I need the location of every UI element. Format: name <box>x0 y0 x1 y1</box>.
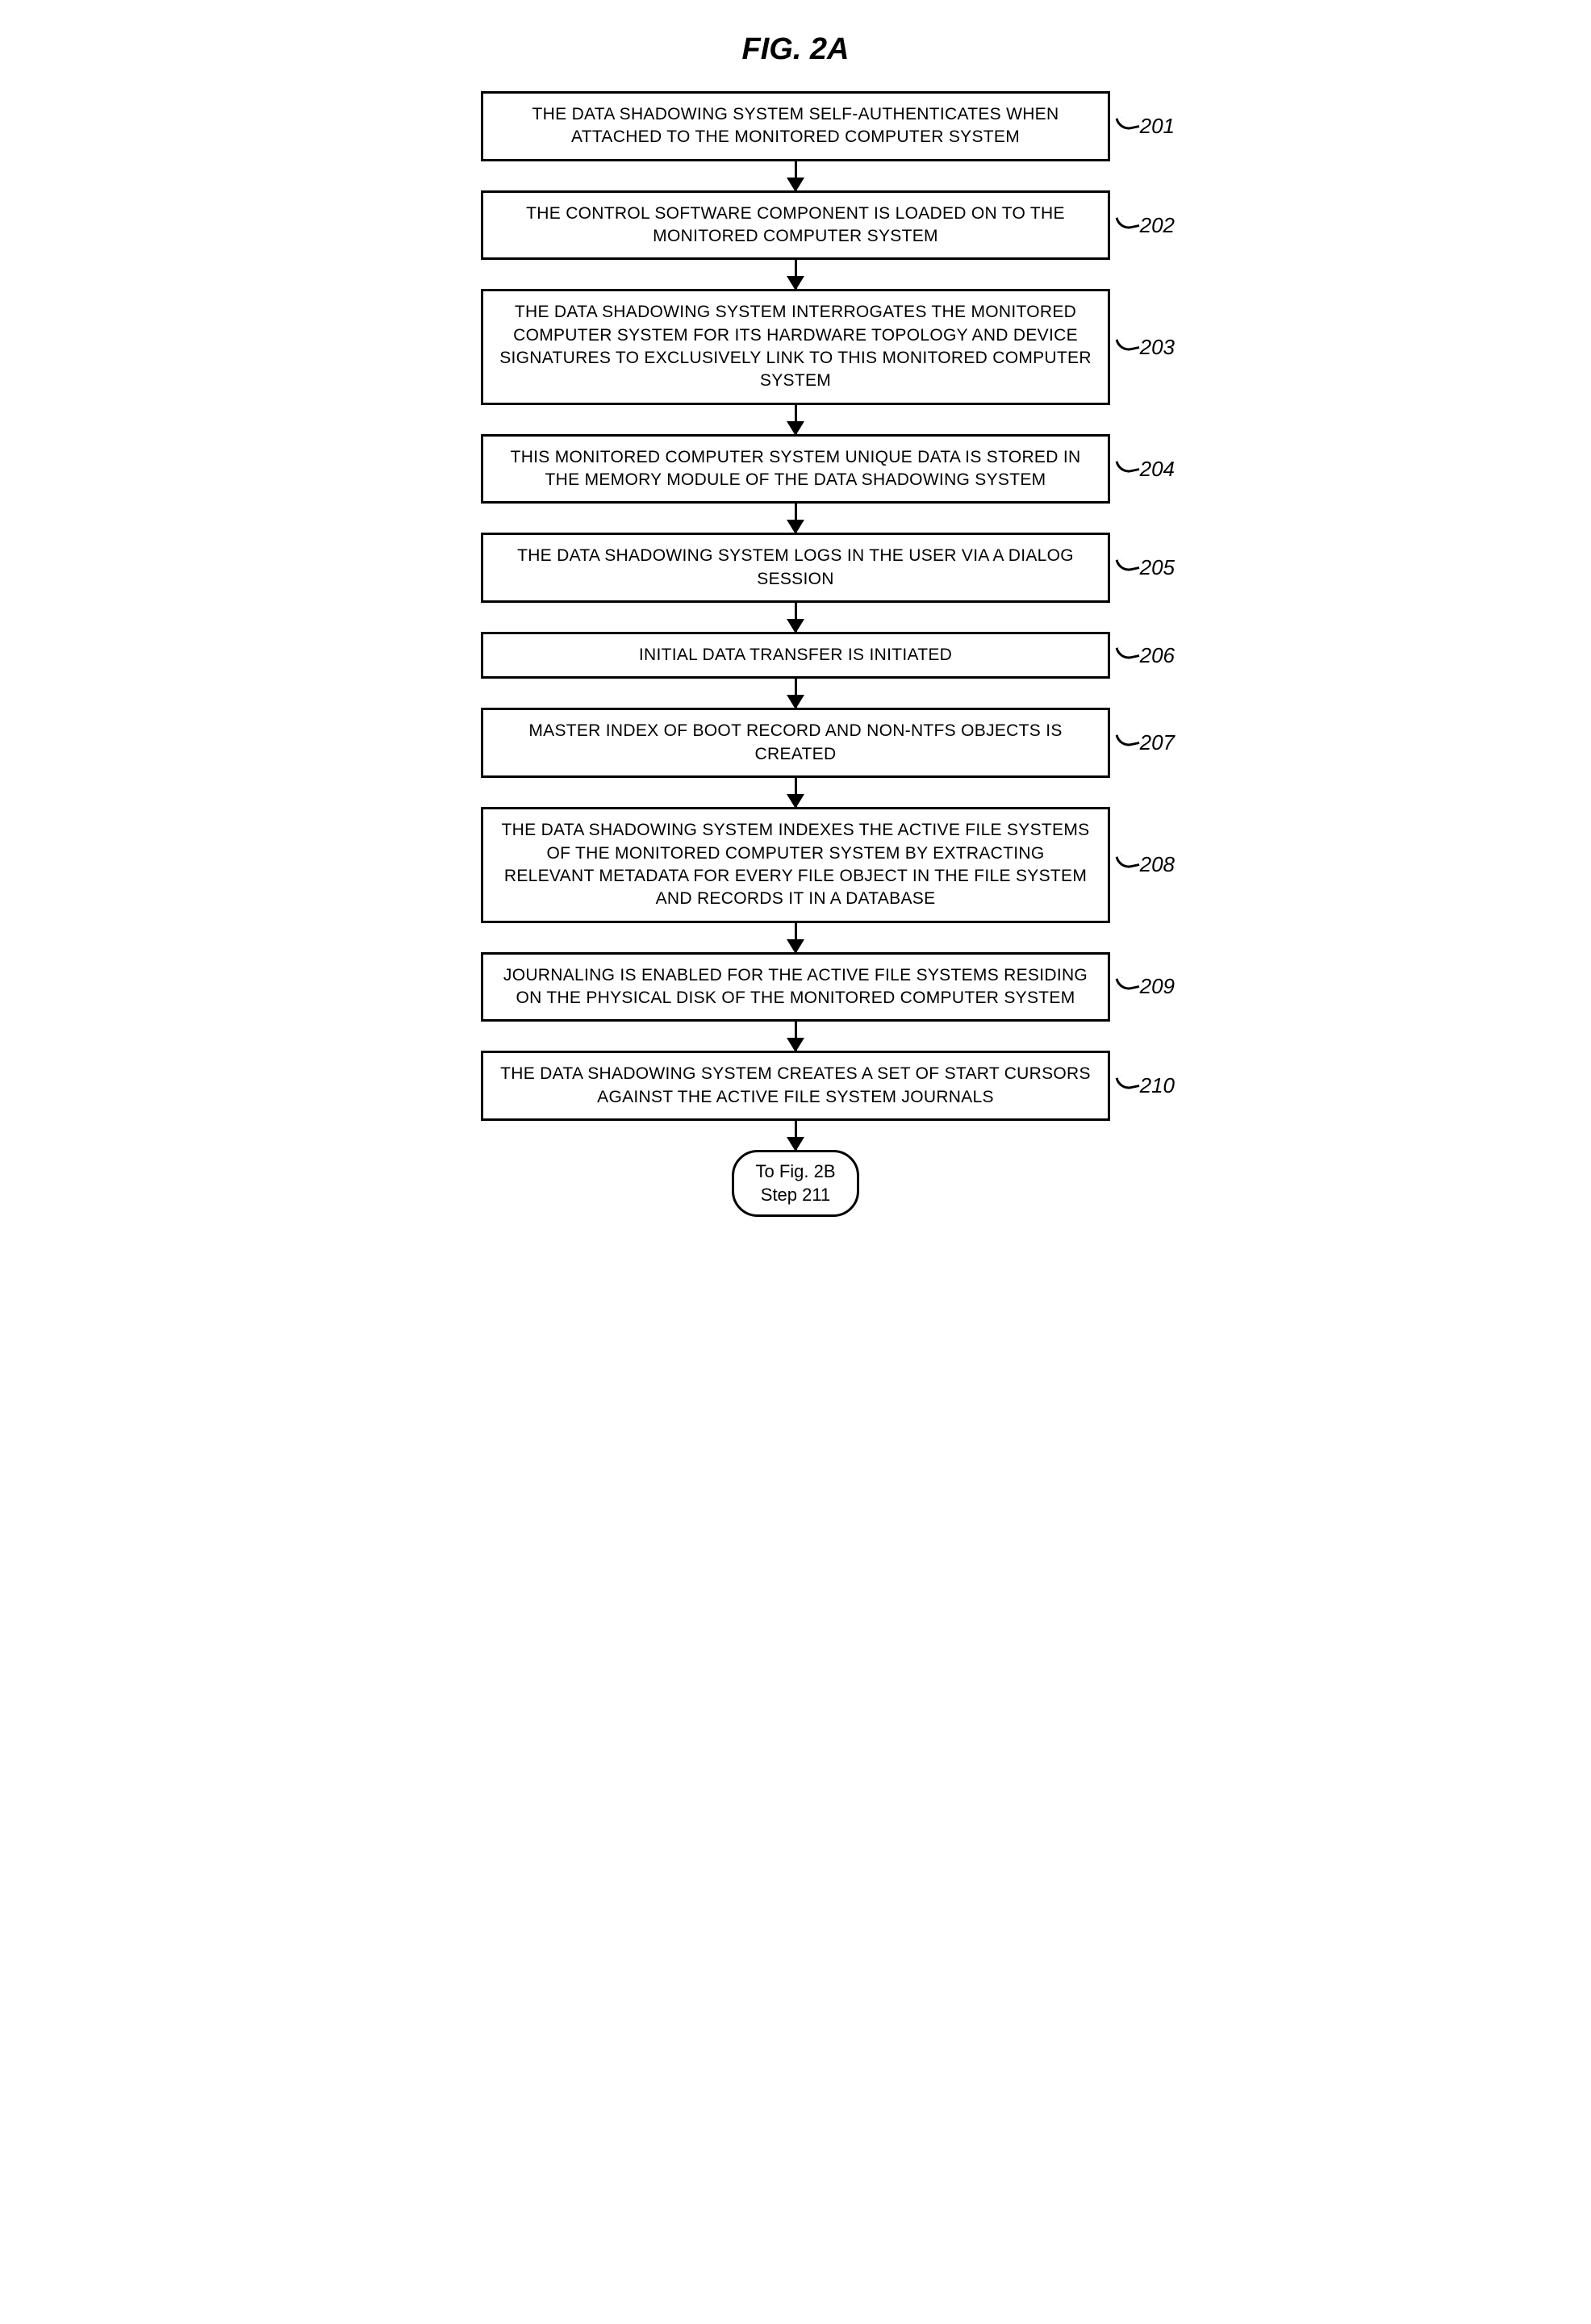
arrow-down <box>424 603 1167 632</box>
terminal-line2: Step 211 <box>755 1184 835 1207</box>
ref-number: 208 <box>1117 852 1175 877</box>
ref-number: 210 <box>1117 1073 1175 1098</box>
arrow-down <box>424 161 1167 190</box>
arrow-down <box>424 1121 1167 1150</box>
step-box-208: THE DATA SHADOWING SYSTEM INDEXES THE AC… <box>481 807 1110 922</box>
step-row: INITIAL DATA TRANSFER IS INITIATED 206 <box>424 632 1167 679</box>
terminal-row: To Fig. 2B Step 211 <box>424 1150 1167 1217</box>
arrow-down <box>424 1022 1167 1051</box>
terminal-connector: To Fig. 2B Step 211 <box>732 1150 858 1217</box>
step-box-201: THE DATA SHADOWING SYSTEM SELF-AUTHENTIC… <box>481 91 1110 161</box>
step-box-205: THE DATA SHADOWING SYSTEM LOGS IN THE US… <box>481 533 1110 603</box>
arrow-down <box>424 778 1167 807</box>
ref-number: 203 <box>1117 335 1175 360</box>
ref-number: 204 <box>1117 457 1175 482</box>
step-row: THIS MONITORED COMPUTER SYSTEM UNIQUE DA… <box>424 434 1167 504</box>
arrow-down <box>424 923 1167 952</box>
step-box-204: THIS MONITORED COMPUTER SYSTEM UNIQUE DA… <box>481 434 1110 504</box>
ref-number: 202 <box>1117 213 1175 238</box>
ref-number: 205 <box>1117 555 1175 580</box>
step-row: JOURNALING IS ENABLED FOR THE ACTIVE FIL… <box>424 952 1167 1022</box>
step-row: MASTER INDEX OF BOOT RECORD AND NON-NTFS… <box>424 708 1167 778</box>
step-box-203: THE DATA SHADOWING SYSTEM INTERROGATES T… <box>481 289 1110 404</box>
step-box-210: THE DATA SHADOWING SYSTEM CREATES A SET … <box>481 1051 1110 1121</box>
arrow-down <box>424 405 1167 434</box>
step-row: THE DATA SHADOWING SYSTEM LOGS IN THE US… <box>424 533 1167 603</box>
step-row: THE DATA SHADOWING SYSTEM CREATES A SET … <box>424 1051 1167 1121</box>
figure-title: FIG. 2A <box>424 32 1167 67</box>
step-box-207: MASTER INDEX OF BOOT RECORD AND NON-NTFS… <box>481 708 1110 778</box>
ref-number: 207 <box>1117 730 1175 755</box>
flowchart-figure: FIG. 2A THE DATA SHADOWING SYSTEM SELF-A… <box>424 32 1167 1217</box>
ref-number: 209 <box>1117 974 1175 999</box>
ref-number: 201 <box>1117 114 1175 139</box>
step-row: THE DATA SHADOWING SYSTEM INDEXES THE AC… <box>424 807 1167 922</box>
arrow-down <box>424 679 1167 708</box>
step-box-206: INITIAL DATA TRANSFER IS INITIATED <box>481 632 1110 679</box>
step-row: THE CONTROL SOFTWARE COMPONENT IS LOADED… <box>424 190 1167 261</box>
terminal-line1: To Fig. 2B <box>755 1160 835 1184</box>
ref-number: 206 <box>1117 643 1175 668</box>
arrow-down <box>424 504 1167 533</box>
step-box-202: THE CONTROL SOFTWARE COMPONENT IS LOADED… <box>481 190 1110 261</box>
step-row: THE DATA SHADOWING SYSTEM SELF-AUTHENTIC… <box>424 91 1167 161</box>
arrow-down <box>424 260 1167 289</box>
step-row: THE DATA SHADOWING SYSTEM INTERROGATES T… <box>424 289 1167 404</box>
step-box-209: JOURNALING IS ENABLED FOR THE ACTIVE FIL… <box>481 952 1110 1022</box>
